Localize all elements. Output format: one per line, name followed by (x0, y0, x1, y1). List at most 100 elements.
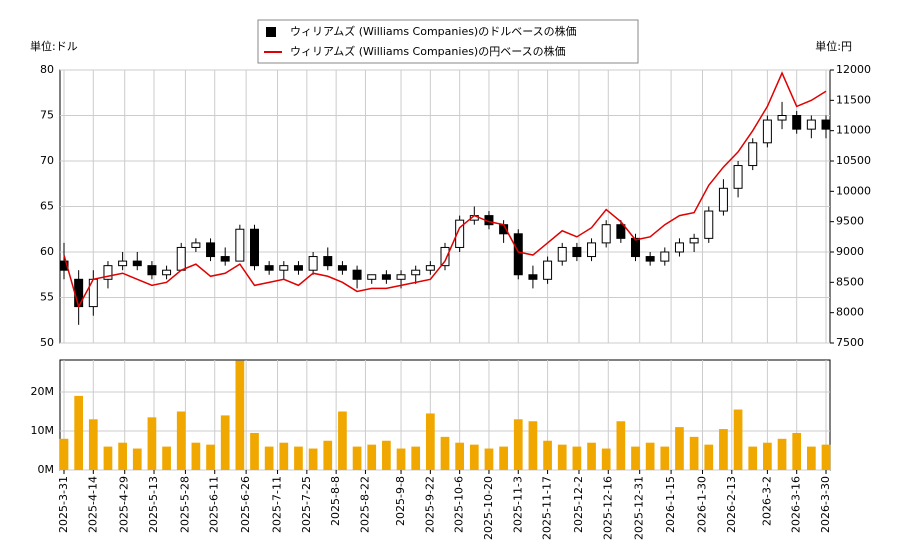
candle-body (411, 269, 421, 276)
y2-tick-label: 8000 (836, 306, 864, 319)
candle-body (220, 256, 230, 262)
volume-bar (587, 442, 596, 470)
legend-label: ウィリアムズ (Williams Companies)のドルベースの株価 (290, 24, 577, 38)
volume-bar (469, 444, 479, 470)
x-tick-label: 2025-7-11 (271, 476, 284, 533)
y2-tick-label: 9000 (836, 245, 864, 258)
candle-body (440, 246, 450, 267)
volume-bar (220, 415, 230, 470)
volume-bar (557, 444, 567, 470)
volume-bar (279, 442, 289, 470)
volume-bar (250, 432, 259, 470)
candle-body (631, 237, 640, 258)
x-tick-label: 2025-10-6 (453, 476, 466, 533)
legend-label: ウィリアムズ (Williams Companies)の円ベースの株価 (290, 44, 566, 58)
y-axis-label: 単位:ドル (30, 39, 78, 53)
candle-body (308, 256, 318, 271)
volume-bar (425, 413, 435, 470)
y-tick-label: 80 (40, 63, 54, 76)
x-tick-label: 2025-9-22 (423, 476, 436, 533)
y2-tick-label: 11000 (836, 124, 871, 137)
volume-bar (132, 448, 142, 470)
x-tick-label: 2025-12-2 (572, 476, 585, 533)
volume-bar (601, 448, 611, 470)
x-tick-label: 2026-3-30 (819, 476, 832, 533)
candle-body (513, 233, 523, 276)
volume-bar (176, 411, 186, 470)
volume-bar (748, 446, 758, 470)
volume-bar (396, 448, 406, 470)
volume-bar (616, 421, 626, 470)
y2-tick-label: 9500 (836, 215, 864, 228)
volume-bar (191, 442, 201, 470)
x-tick-label: 2026-1-30 (695, 476, 708, 533)
x-tick-label: 2025-4-29 (118, 476, 131, 533)
candle-body (792, 115, 802, 130)
x-tick-label: 2025-9-8 (394, 476, 407, 526)
volume-bar (118, 442, 127, 470)
candle-body (660, 251, 670, 262)
candle-body (206, 242, 216, 258)
candle-body (777, 115, 787, 121)
volume-bar (513, 419, 523, 470)
volume-bar (528, 421, 538, 470)
volume-bar (411, 446, 421, 470)
volume-bar (235, 360, 245, 470)
x-tick-label: 2025-6-26 (239, 476, 252, 533)
x-tick-label: 2025-12-31 (633, 476, 646, 540)
volume-bar (543, 440, 552, 470)
candle-body (147, 265, 157, 276)
volume-bar (103, 446, 113, 470)
x-tick-label: 2025-6-11 (208, 476, 221, 533)
candle-body (748, 142, 758, 167)
volume-bar (367, 444, 377, 470)
volume-bar (206, 444, 215, 470)
candle-body (806, 119, 816, 130)
volume-bar (675, 427, 684, 470)
volume-bar (59, 438, 69, 470)
candle-body (396, 274, 406, 280)
candle-body (279, 265, 289, 271)
x-tick-label: 2025-8-8 (329, 476, 342, 526)
volume-bar (74, 395, 84, 470)
volume-bar (499, 446, 508, 470)
volume-bar (719, 429, 728, 470)
candle-body (616, 224, 626, 239)
volume-bar (660, 446, 670, 470)
candle-body (367, 274, 377, 280)
volume-bar (733, 409, 743, 470)
x-tick-label: 2026-2-13 (725, 476, 738, 533)
candle-body (704, 210, 714, 239)
volume-bar (645, 442, 655, 470)
y2-tick-label: 8500 (836, 275, 864, 288)
candle-body (557, 246, 567, 262)
volume-bar (777, 438, 787, 470)
candle-body (821, 119, 831, 130)
volume-bar (382, 440, 391, 470)
volume-bar (763, 442, 772, 470)
volume-bar (352, 446, 362, 470)
candle-body (250, 228, 259, 267)
x-tick-label: 2025-4-14 (86, 476, 99, 533)
candle-body (118, 260, 128, 267)
volume-bar (455, 442, 465, 470)
y-tick-label: 70 (40, 154, 54, 167)
candle-body (425, 265, 435, 271)
legend-swatch (266, 27, 276, 37)
y-tick-label: 0M (38, 463, 55, 476)
volume-bar (338, 411, 347, 470)
x-tick-label: 2025-11-3 (511, 476, 524, 533)
candle-body (337, 265, 347, 271)
candle-body (587, 242, 597, 258)
volume-bar (484, 448, 494, 470)
candle-body (674, 242, 684, 253)
y-tick-label: 55 (40, 291, 54, 304)
volume-bar (162, 446, 171, 470)
candle-body (528, 274, 538, 280)
volume-bar (704, 444, 714, 470)
x-tick-label: 2026-1-15 (664, 476, 677, 533)
y2-tick-label: 7500 (836, 336, 864, 349)
candle-body (543, 260, 553, 280)
volume-bar (147, 417, 157, 470)
candle-body (645, 256, 655, 262)
